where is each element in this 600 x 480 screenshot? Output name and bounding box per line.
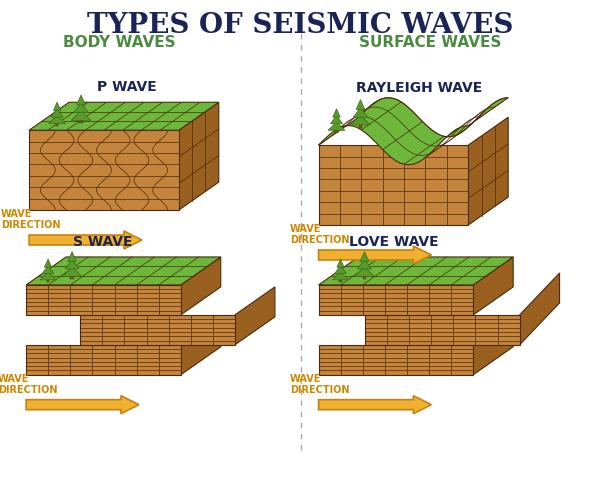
FancyArrow shape — [319, 246, 431, 264]
Polygon shape — [319, 285, 473, 315]
Polygon shape — [29, 130, 179, 210]
Polygon shape — [40, 272, 56, 280]
Bar — [359, 122, 362, 128]
Polygon shape — [26, 285, 181, 315]
Bar — [339, 277, 342, 282]
Polygon shape — [331, 115, 343, 124]
Text: WAVE
DIRECTION: WAVE DIRECTION — [0, 374, 57, 395]
Polygon shape — [355, 267, 374, 276]
Polygon shape — [468, 117, 508, 225]
Text: S WAVE: S WAVE — [73, 235, 132, 249]
Polygon shape — [29, 102, 219, 130]
Polygon shape — [520, 273, 560, 345]
Polygon shape — [44, 259, 52, 267]
FancyArrow shape — [26, 396, 139, 414]
Text: P WAVE: P WAVE — [97, 80, 156, 94]
Polygon shape — [80, 315, 235, 345]
Polygon shape — [71, 110, 91, 120]
Polygon shape — [62, 267, 82, 276]
Polygon shape — [319, 98, 508, 165]
Polygon shape — [53, 102, 61, 110]
Polygon shape — [319, 257, 513, 285]
Bar — [70, 274, 74, 279]
Polygon shape — [337, 259, 344, 267]
Polygon shape — [181, 257, 221, 315]
Polygon shape — [42, 265, 54, 274]
Polygon shape — [473, 257, 513, 315]
Bar — [79, 118, 83, 123]
Polygon shape — [179, 102, 219, 210]
Polygon shape — [26, 345, 181, 375]
Polygon shape — [353, 108, 368, 117]
Polygon shape — [26, 257, 221, 285]
Polygon shape — [319, 145, 468, 225]
Polygon shape — [365, 315, 520, 345]
Polygon shape — [235, 287, 275, 345]
Polygon shape — [328, 122, 345, 130]
Text: LOVE WAVE: LOVE WAVE — [349, 235, 439, 249]
Bar — [335, 128, 338, 132]
Bar — [47, 277, 49, 282]
Polygon shape — [49, 115, 65, 124]
Polygon shape — [350, 115, 370, 125]
Polygon shape — [77, 95, 85, 105]
Polygon shape — [333, 109, 340, 117]
Text: WAVE
DIRECTION: WAVE DIRECTION — [290, 374, 350, 395]
Text: WAVE
DIRECTION: WAVE DIRECTION — [1, 209, 60, 230]
Polygon shape — [74, 103, 88, 113]
Polygon shape — [356, 100, 365, 109]
FancyArrow shape — [29, 231, 142, 249]
Text: RAYLEIGH WAVE: RAYLEIGH WAVE — [356, 81, 482, 96]
FancyArrow shape — [319, 396, 431, 414]
Text: BODY WAVES: BODY WAVES — [62, 36, 175, 50]
Polygon shape — [181, 317, 221, 375]
Polygon shape — [319, 345, 473, 375]
Polygon shape — [65, 259, 79, 269]
Polygon shape — [360, 252, 369, 262]
Polygon shape — [358, 259, 371, 269]
Polygon shape — [332, 272, 349, 280]
Text: TYPES OF SEISMIC WAVES: TYPES OF SEISMIC WAVES — [88, 12, 514, 39]
Polygon shape — [68, 252, 76, 262]
Bar — [363, 274, 366, 279]
Polygon shape — [51, 109, 63, 117]
Text: SURFACE WAVES: SURFACE WAVES — [359, 36, 502, 50]
Polygon shape — [473, 317, 513, 375]
Bar — [56, 121, 58, 126]
Polygon shape — [335, 265, 346, 274]
Text: WAVE
DIRECTION: WAVE DIRECTION — [290, 224, 350, 245]
